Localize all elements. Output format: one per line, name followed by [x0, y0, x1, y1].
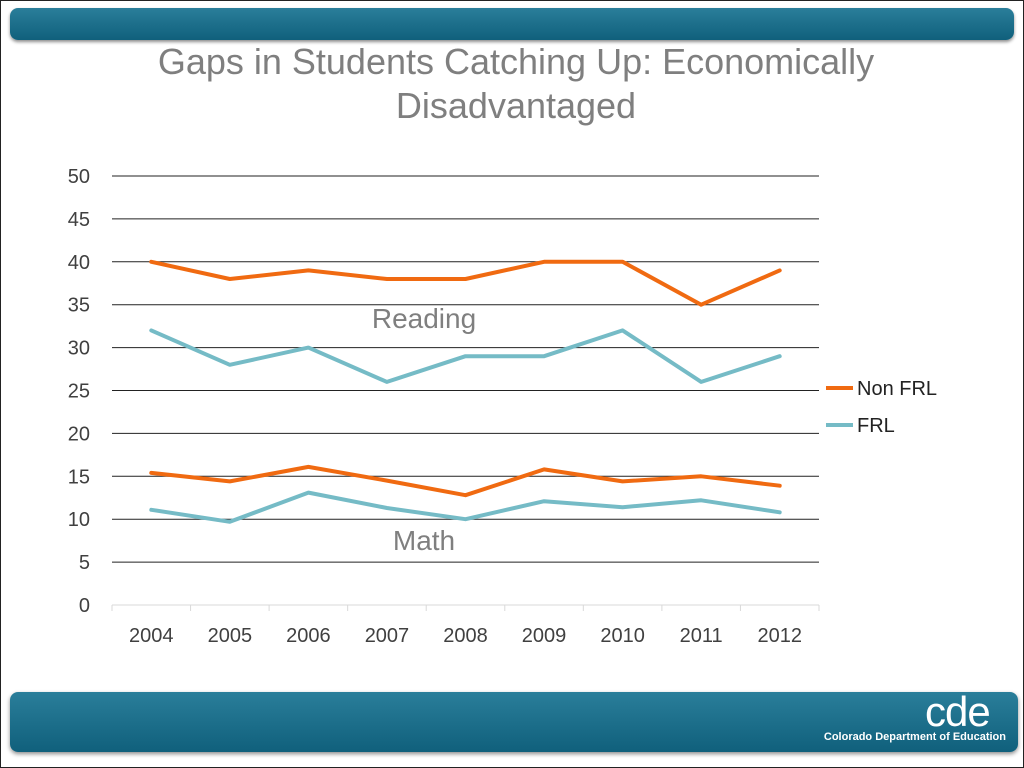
- x-tick-label: 2006: [286, 625, 331, 647]
- x-tick-label: 2005: [208, 625, 253, 647]
- y-tick-label: 5: [79, 552, 90, 574]
- legend-label: FRL: [857, 415, 895, 437]
- legend-label: Non FRL: [857, 378, 937, 400]
- y-tick-label: 35: [68, 295, 90, 317]
- y-tick-label: 10: [68, 509, 90, 531]
- series-line-math-frl: [149, 490, 782, 524]
- x-tick-label: 2007: [365, 625, 410, 647]
- x-tick-label: 2009: [522, 625, 567, 647]
- annotation-reading: Reading: [372, 303, 476, 334]
- header-bar: [10, 8, 1014, 40]
- y-tick-label: 25: [68, 381, 90, 403]
- x-tick-label: 2011: [680, 625, 723, 647]
- series-line-reading-non-frl: [149, 259, 782, 307]
- annotation-math: Math: [393, 525, 455, 556]
- title-line-2: Disadvantaged: [395, 85, 637, 126]
- y-tick-label: 45: [68, 209, 90, 231]
- title-line-1: Gaps in Students Catching Up: Economical…: [157, 41, 875, 82]
- x-tick-label: 2004: [129, 625, 174, 647]
- line-chart: 0 5 10 15 20 25 30 35 40 45 50 2004 2005 2006 2007 2008…: [68, 166, 937, 647]
- x-tick-label: 2012: [757, 625, 802, 647]
- x-tick-label: 2008: [443, 625, 488, 647]
- y-tick-label: 50: [68, 166, 90, 188]
- cde-logo: cde: [925, 688, 991, 735]
- y-tick-label: 30: [68, 338, 90, 360]
- series-line-math-non-frl: [149, 464, 782, 498]
- y-tick-label: 20: [68, 423, 90, 445]
- y-tick-label: 40: [68, 252, 90, 274]
- series-line-reading-frl: [149, 328, 782, 384]
- y-tick-label: 15: [68, 466, 90, 488]
- organization-name: Colorado Department of Education: [823, 731, 1006, 743]
- footer-bar: [10, 692, 1018, 752]
- y-tick-label: 0: [79, 595, 90, 617]
- slide-title: Gaps in Students Catching Up: Economical…: [60, 40, 972, 128]
- x-tick-label: 2010: [600, 625, 645, 647]
